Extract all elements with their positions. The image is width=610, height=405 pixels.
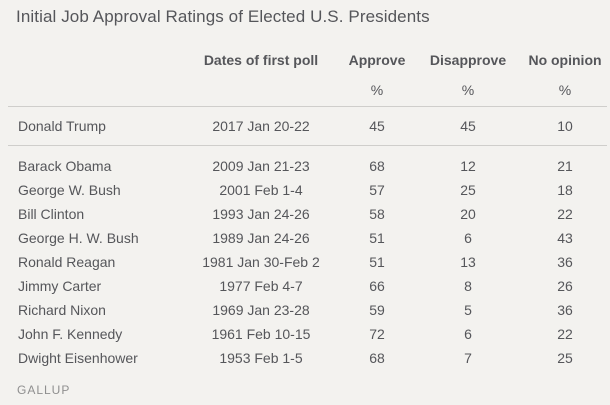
table-row: Dwight Eisenhower 1953 Feb 1-5 68 7 25: [8, 346, 607, 370]
disapprove-value: 6: [464, 230, 472, 246]
unit-row: % % %: [8, 74, 607, 107]
table-row: Donald Trump 2017 Jan 20-22 45 45 10: [8, 106, 607, 146]
header-disapprove: Disapprove: [429, 52, 507, 68]
poll-date: 1961 Feb 10-15: [211, 326, 311, 342]
disapprove-value: 12: [460, 158, 476, 174]
disapprove-value: 25: [460, 182, 476, 198]
no-opinion-value: 26: [557, 278, 573, 294]
no-opinion-value: 25: [557, 350, 573, 366]
table-row: John F. Kennedy 1961 Feb 10-15 72 6 22: [8, 322, 607, 346]
poll-date: 1977 Feb 4-7: [219, 278, 303, 294]
table-row: Jimmy Carter 1977 Feb 4-7 66 8 26: [8, 274, 607, 298]
approve-value: 59: [369, 302, 385, 318]
no-opinion-value: 18: [557, 182, 573, 198]
disapprove-value: 8: [464, 278, 472, 294]
header-no-opinion: No opinion: [528, 52, 602, 68]
president-name: Bill Clinton: [18, 206, 85, 222]
approve-value: 51: [369, 230, 385, 246]
disapprove-value: 20: [460, 206, 476, 222]
header-president: [8, 46, 181, 74]
approve-value: 68: [369, 350, 385, 366]
disapprove-value: 13: [460, 254, 476, 270]
approve-value: 68: [369, 158, 385, 174]
approve-value: 57: [369, 182, 385, 198]
poll-date: 1969 Jan 23-28: [212, 302, 310, 318]
disapprove-value: 7: [464, 350, 472, 366]
unit-approve: %: [370, 82, 384, 98]
unit-disapprove: %: [461, 82, 475, 98]
header-dates: Dates of first poll: [203, 52, 319, 68]
approve-value: 66: [369, 278, 385, 294]
president-name: Jimmy Carter: [18, 278, 102, 294]
table-row: Ronald Reagan 1981 Jan 30-Feb 2 51 13 36: [8, 250, 607, 274]
disapprove-value: 6: [464, 326, 472, 342]
table-row: George H. W. Bush 1989 Jan 24-26 51 6 43: [8, 226, 607, 250]
approve-value: 51: [369, 254, 385, 270]
president-name: Richard Nixon: [18, 302, 106, 318]
no-opinion-value: 21: [557, 158, 573, 174]
no-opinion-value: 10: [523, 106, 607, 146]
header-approve: Approve: [348, 52, 406, 68]
table-row: Richard Nixon 1969 Jan 23-28 59 5 36: [8, 298, 607, 322]
president-name: Dwight Eisenhower: [18, 350, 138, 366]
approve-value: 58: [369, 206, 385, 222]
no-opinion-value: 22: [557, 206, 573, 222]
table-row: George W. Bush 2001 Feb 1-4 57 25 18: [8, 178, 607, 202]
unit-no-opinion: %: [558, 82, 572, 98]
president-name: George H. W. Bush: [18, 230, 139, 246]
disapprove-value: 5: [464, 302, 472, 318]
poll-date: 1953 Feb 1-5: [219, 350, 303, 366]
poll-date: 1989 Jan 24-26: [212, 230, 310, 246]
president-name: Donald Trump: [8, 106, 181, 146]
no-opinion-value: 36: [557, 302, 573, 318]
president-name: John F. Kennedy: [18, 326, 123, 342]
disapprove-value: 45: [413, 106, 523, 146]
approval-table: Dates of first poll Approve Disapprove N…: [8, 46, 607, 370]
poll-date: 2009 Jan 21-23: [212, 158, 310, 174]
president-name: Barack Obama: [18, 158, 112, 174]
no-opinion-value: 36: [557, 254, 573, 270]
table-row: Bill Clinton 1993 Jan 24-26 58 20 22: [8, 202, 607, 226]
approve-value: 72: [369, 326, 385, 342]
president-name: George W. Bush: [18, 182, 121, 198]
approve-value: 45: [341, 106, 413, 146]
president-name: Ronald Reagan: [18, 254, 116, 270]
poll-date: 2017 Jan 20-22: [181, 106, 341, 146]
table-title: Initial Job Approval Ratings of Elected …: [16, 7, 430, 26]
poll-date: 2001 Feb 1-4: [219, 182, 303, 198]
no-opinion-value: 22: [557, 326, 573, 342]
source-label: GALLUP: [17, 383, 71, 397]
table-row: Barack Obama 2009 Jan 21-23 68 12 21: [8, 146, 607, 178]
poll-date: 1993 Jan 24-26: [212, 206, 310, 222]
header-row: Dates of first poll Approve Disapprove N…: [8, 46, 607, 74]
poll-date: 1981 Jan 30-Feb 2: [202, 254, 320, 270]
row-divider: [8, 145, 607, 146]
no-opinion-value: 43: [557, 230, 573, 246]
